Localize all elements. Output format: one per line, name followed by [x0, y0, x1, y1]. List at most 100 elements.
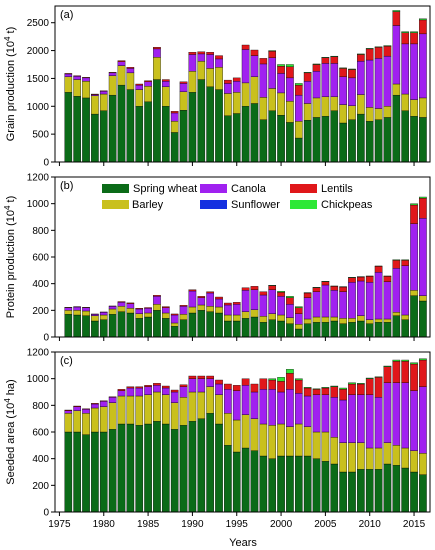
bar-segment — [206, 86, 214, 163]
bar-segment — [250, 418, 259, 451]
bar-segment — [144, 394, 152, 425]
bar-segment — [348, 105, 356, 120]
bar-segment — [294, 324, 303, 330]
bar-segment — [135, 387, 144, 397]
bar-segment — [126, 303, 135, 309]
bar-segment — [401, 93, 409, 111]
bar-segment — [241, 311, 250, 319]
bar-segment — [117, 302, 126, 307]
bar-segment — [259, 389, 268, 425]
legend-label: Lentils — [321, 183, 353, 195]
bar-segment — [117, 423, 126, 513]
bar-segment — [91, 95, 99, 115]
bar-segment — [108, 397, 117, 403]
bar-segment — [108, 314, 117, 338]
bar-segment — [232, 81, 241, 93]
bar-segment — [206, 291, 214, 294]
y-tick-label: 2000 — [27, 46, 50, 57]
bar-segment — [170, 326, 179, 338]
bar-segment — [144, 80, 152, 82]
bar-segment — [419, 218, 427, 296]
bar-segment — [303, 120, 312, 163]
bar-segment — [153, 421, 161, 513]
bar-segment — [401, 260, 409, 266]
bar-segment — [268, 319, 277, 338]
bar-segment — [188, 71, 197, 93]
bar-segment — [268, 389, 277, 426]
bar-segment — [330, 110, 339, 163]
bar-segment — [268, 378, 277, 381]
bar-segment — [339, 67, 347, 69]
bar-segment — [64, 73, 73, 77]
bar-segment — [339, 291, 347, 319]
bar-segment — [410, 32, 418, 45]
bar-segment — [99, 401, 108, 407]
bar-segment — [144, 86, 152, 103]
bar-segment — [188, 378, 197, 393]
bar-segment — [241, 378, 250, 386]
bar-segment — [277, 92, 285, 116]
bar-segment — [339, 387, 347, 390]
y-tick-label: 1000 — [27, 374, 50, 385]
y-axis-label: Grain production (104 t) — [3, 27, 17, 142]
bar-segment — [117, 389, 126, 391]
y-tick-label: 1000 — [27, 102, 50, 113]
legend-label: Sunflower — [231, 199, 280, 211]
bar-segment — [365, 276, 374, 283]
bar-segment — [170, 389, 179, 393]
bar-segment — [330, 63, 339, 97]
bar-segment — [321, 57, 330, 58]
bar-segment — [259, 291, 268, 296]
bar-segment — [419, 453, 427, 475]
bar-segment — [197, 310, 206, 338]
bar-segment — [312, 71, 321, 99]
bar-segment — [64, 76, 73, 93]
bar-segment — [294, 423, 303, 457]
bar-segment — [170, 313, 179, 316]
bar-segment — [117, 60, 126, 62]
bar-segment — [215, 296, 223, 300]
bar-segment — [170, 391, 179, 403]
bar-segment — [108, 306, 117, 310]
bar-segment — [357, 54, 365, 62]
bar-segment — [179, 314, 188, 320]
bar-segment — [277, 391, 285, 425]
bar-segment — [374, 58, 383, 109]
bar-segment — [91, 320, 99, 338]
bar-segment — [330, 286, 339, 291]
bar-segment — [250, 450, 259, 513]
bar-segment — [383, 322, 392, 338]
bar-segment — [419, 300, 427, 338]
bar-segment — [339, 104, 347, 124]
bar-segment — [401, 382, 409, 449]
bar-segment — [374, 469, 383, 513]
bar-segment — [392, 10, 401, 12]
bar-segment — [82, 307, 90, 312]
bar-segment — [277, 296, 285, 316]
bar-segment — [162, 81, 170, 87]
bar-segment — [144, 81, 152, 87]
x-tick-label: 1995 — [226, 519, 249, 530]
bar-segment — [286, 66, 294, 79]
bar-segment — [277, 314, 285, 322]
bar-segment — [286, 122, 294, 163]
bar-segment — [153, 296, 161, 305]
y-tick-label: 600 — [32, 253, 49, 264]
bar-segment — [162, 387, 170, 395]
bar-segment — [330, 56, 339, 64]
bar-segment — [179, 306, 188, 315]
bar-segment — [383, 106, 392, 118]
bar-segment — [419, 18, 427, 21]
bar-segment — [162, 86, 170, 107]
bar-segment — [117, 395, 126, 425]
bar-segment — [374, 266, 383, 273]
bar-segment — [419, 358, 427, 361]
bar-segment — [250, 391, 259, 419]
bar-segment — [126, 312, 135, 338]
bar-segment — [268, 50, 277, 52]
bar-segment — [348, 383, 356, 395]
bar-segment — [303, 395, 312, 427]
y-tick-label: 600 — [32, 428, 49, 439]
bar-segment — [153, 79, 161, 163]
bars — [64, 358, 427, 513]
